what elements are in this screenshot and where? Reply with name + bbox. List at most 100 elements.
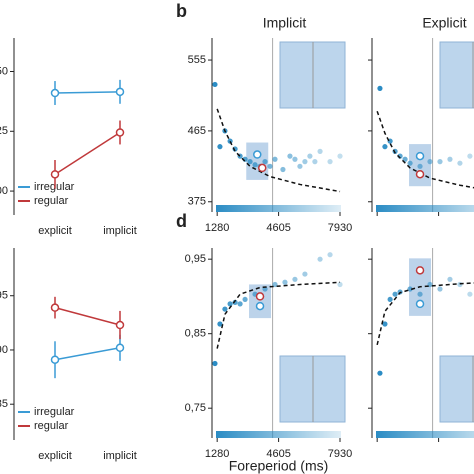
point bbox=[307, 153, 313, 159]
point bbox=[302, 159, 308, 165]
point bbox=[377, 85, 383, 91]
point bbox=[457, 160, 463, 166]
point bbox=[467, 153, 473, 159]
y-tick-label: 555 bbox=[188, 54, 206, 66]
point bbox=[382, 321, 388, 327]
point bbox=[387, 296, 393, 303]
panel-letter: b bbox=[176, 1, 187, 21]
point bbox=[280, 166, 286, 173]
mean-point bbox=[415, 151, 425, 161]
x-tick-label: explicit bbox=[38, 450, 72, 462]
x-tick-label: 1280 bbox=[205, 448, 229, 460]
point bbox=[447, 156, 453, 162]
x-tick-label: explicit bbox=[38, 225, 72, 237]
x-tick-label: 4605 bbox=[266, 448, 290, 460]
point bbox=[337, 153, 343, 159]
panel-letter: d bbox=[176, 211, 187, 231]
panel-title: Explicit bbox=[422, 15, 466, 31]
x-tick-label: implicit bbox=[103, 225, 137, 237]
mean-point bbox=[415, 169, 425, 179]
point bbox=[50, 170, 60, 179]
y-tick-label: 375 bbox=[188, 196, 206, 208]
point bbox=[327, 159, 333, 165]
point bbox=[382, 144, 388, 150]
point bbox=[247, 159, 253, 165]
fit-curve bbox=[216, 108, 341, 193]
legend-label: regular bbox=[34, 420, 69, 432]
point bbox=[252, 162, 258, 168]
point bbox=[50, 303, 60, 312]
point bbox=[417, 291, 423, 297]
point bbox=[115, 343, 125, 353]
point bbox=[407, 160, 413, 166]
point bbox=[437, 159, 443, 165]
y-tick-label: 0,90 bbox=[0, 344, 8, 356]
mean-point bbox=[255, 301, 265, 311]
mean-point bbox=[415, 266, 425, 275]
mean-point bbox=[255, 292, 265, 301]
y-tick-label: 0,85 bbox=[0, 398, 8, 410]
point bbox=[212, 360, 218, 367]
point bbox=[115, 87, 125, 97]
point bbox=[312, 159, 318, 165]
fit-curve bbox=[376, 110, 474, 189]
point bbox=[447, 276, 453, 282]
y-tick-label: 400 bbox=[0, 185, 8, 197]
point bbox=[50, 355, 60, 364]
point bbox=[327, 252, 333, 258]
point bbox=[292, 276, 298, 282]
point bbox=[417, 163, 423, 169]
y-tick-label: 450 bbox=[0, 65, 8, 77]
fit-curve bbox=[376, 282, 474, 346]
point bbox=[212, 81, 218, 88]
legend-label: irregular bbox=[34, 406, 75, 418]
point bbox=[115, 320, 125, 330]
y-tick-label: 0,95 bbox=[0, 290, 8, 302]
mean-point bbox=[257, 163, 267, 173]
panel-title: Implicit bbox=[263, 15, 307, 31]
point bbox=[50, 88, 60, 98]
point bbox=[297, 163, 303, 169]
mean-point bbox=[253, 150, 262, 159]
rug bbox=[376, 205, 474, 212]
point bbox=[437, 286, 443, 292]
point bbox=[302, 271, 308, 277]
series-line bbox=[54, 347, 121, 361]
point bbox=[407, 286, 413, 292]
point bbox=[115, 128, 125, 137]
point bbox=[337, 281, 343, 288]
series-line bbox=[54, 131, 121, 175]
point bbox=[292, 156, 298, 162]
x-tick-label: 4605 bbox=[266, 222, 290, 234]
x-axis-label: Foreperiod (ms) bbox=[229, 458, 329, 474]
point bbox=[267, 163, 273, 169]
point bbox=[227, 301, 233, 307]
y-tick-label: 0,95 bbox=[185, 253, 206, 265]
fit-curve bbox=[216, 281, 341, 349]
y-tick-label: 0,75 bbox=[185, 402, 206, 414]
y-tick-label: 465 bbox=[188, 125, 206, 137]
point bbox=[287, 153, 293, 159]
x-tick-label: 7930 bbox=[328, 448, 352, 460]
series-line bbox=[54, 306, 121, 326]
y-tick-label: 0,85 bbox=[185, 328, 206, 340]
point bbox=[377, 370, 383, 376]
x-tick-label: implicit bbox=[103, 450, 137, 462]
x-tick-label: 1280 bbox=[205, 222, 229, 234]
series-line bbox=[54, 91, 121, 94]
point bbox=[262, 159, 268, 165]
legend-label: regular bbox=[34, 195, 69, 207]
inset bbox=[439, 41, 474, 109]
point bbox=[317, 256, 323, 262]
inset bbox=[439, 355, 474, 423]
point bbox=[217, 144, 223, 150]
rug bbox=[216, 205, 341, 212]
point bbox=[467, 291, 473, 297]
y-tick-label: 425 bbox=[0, 125, 8, 137]
point bbox=[427, 159, 433, 165]
point bbox=[237, 301, 243, 307]
rug bbox=[216, 431, 341, 438]
point bbox=[392, 291, 398, 297]
